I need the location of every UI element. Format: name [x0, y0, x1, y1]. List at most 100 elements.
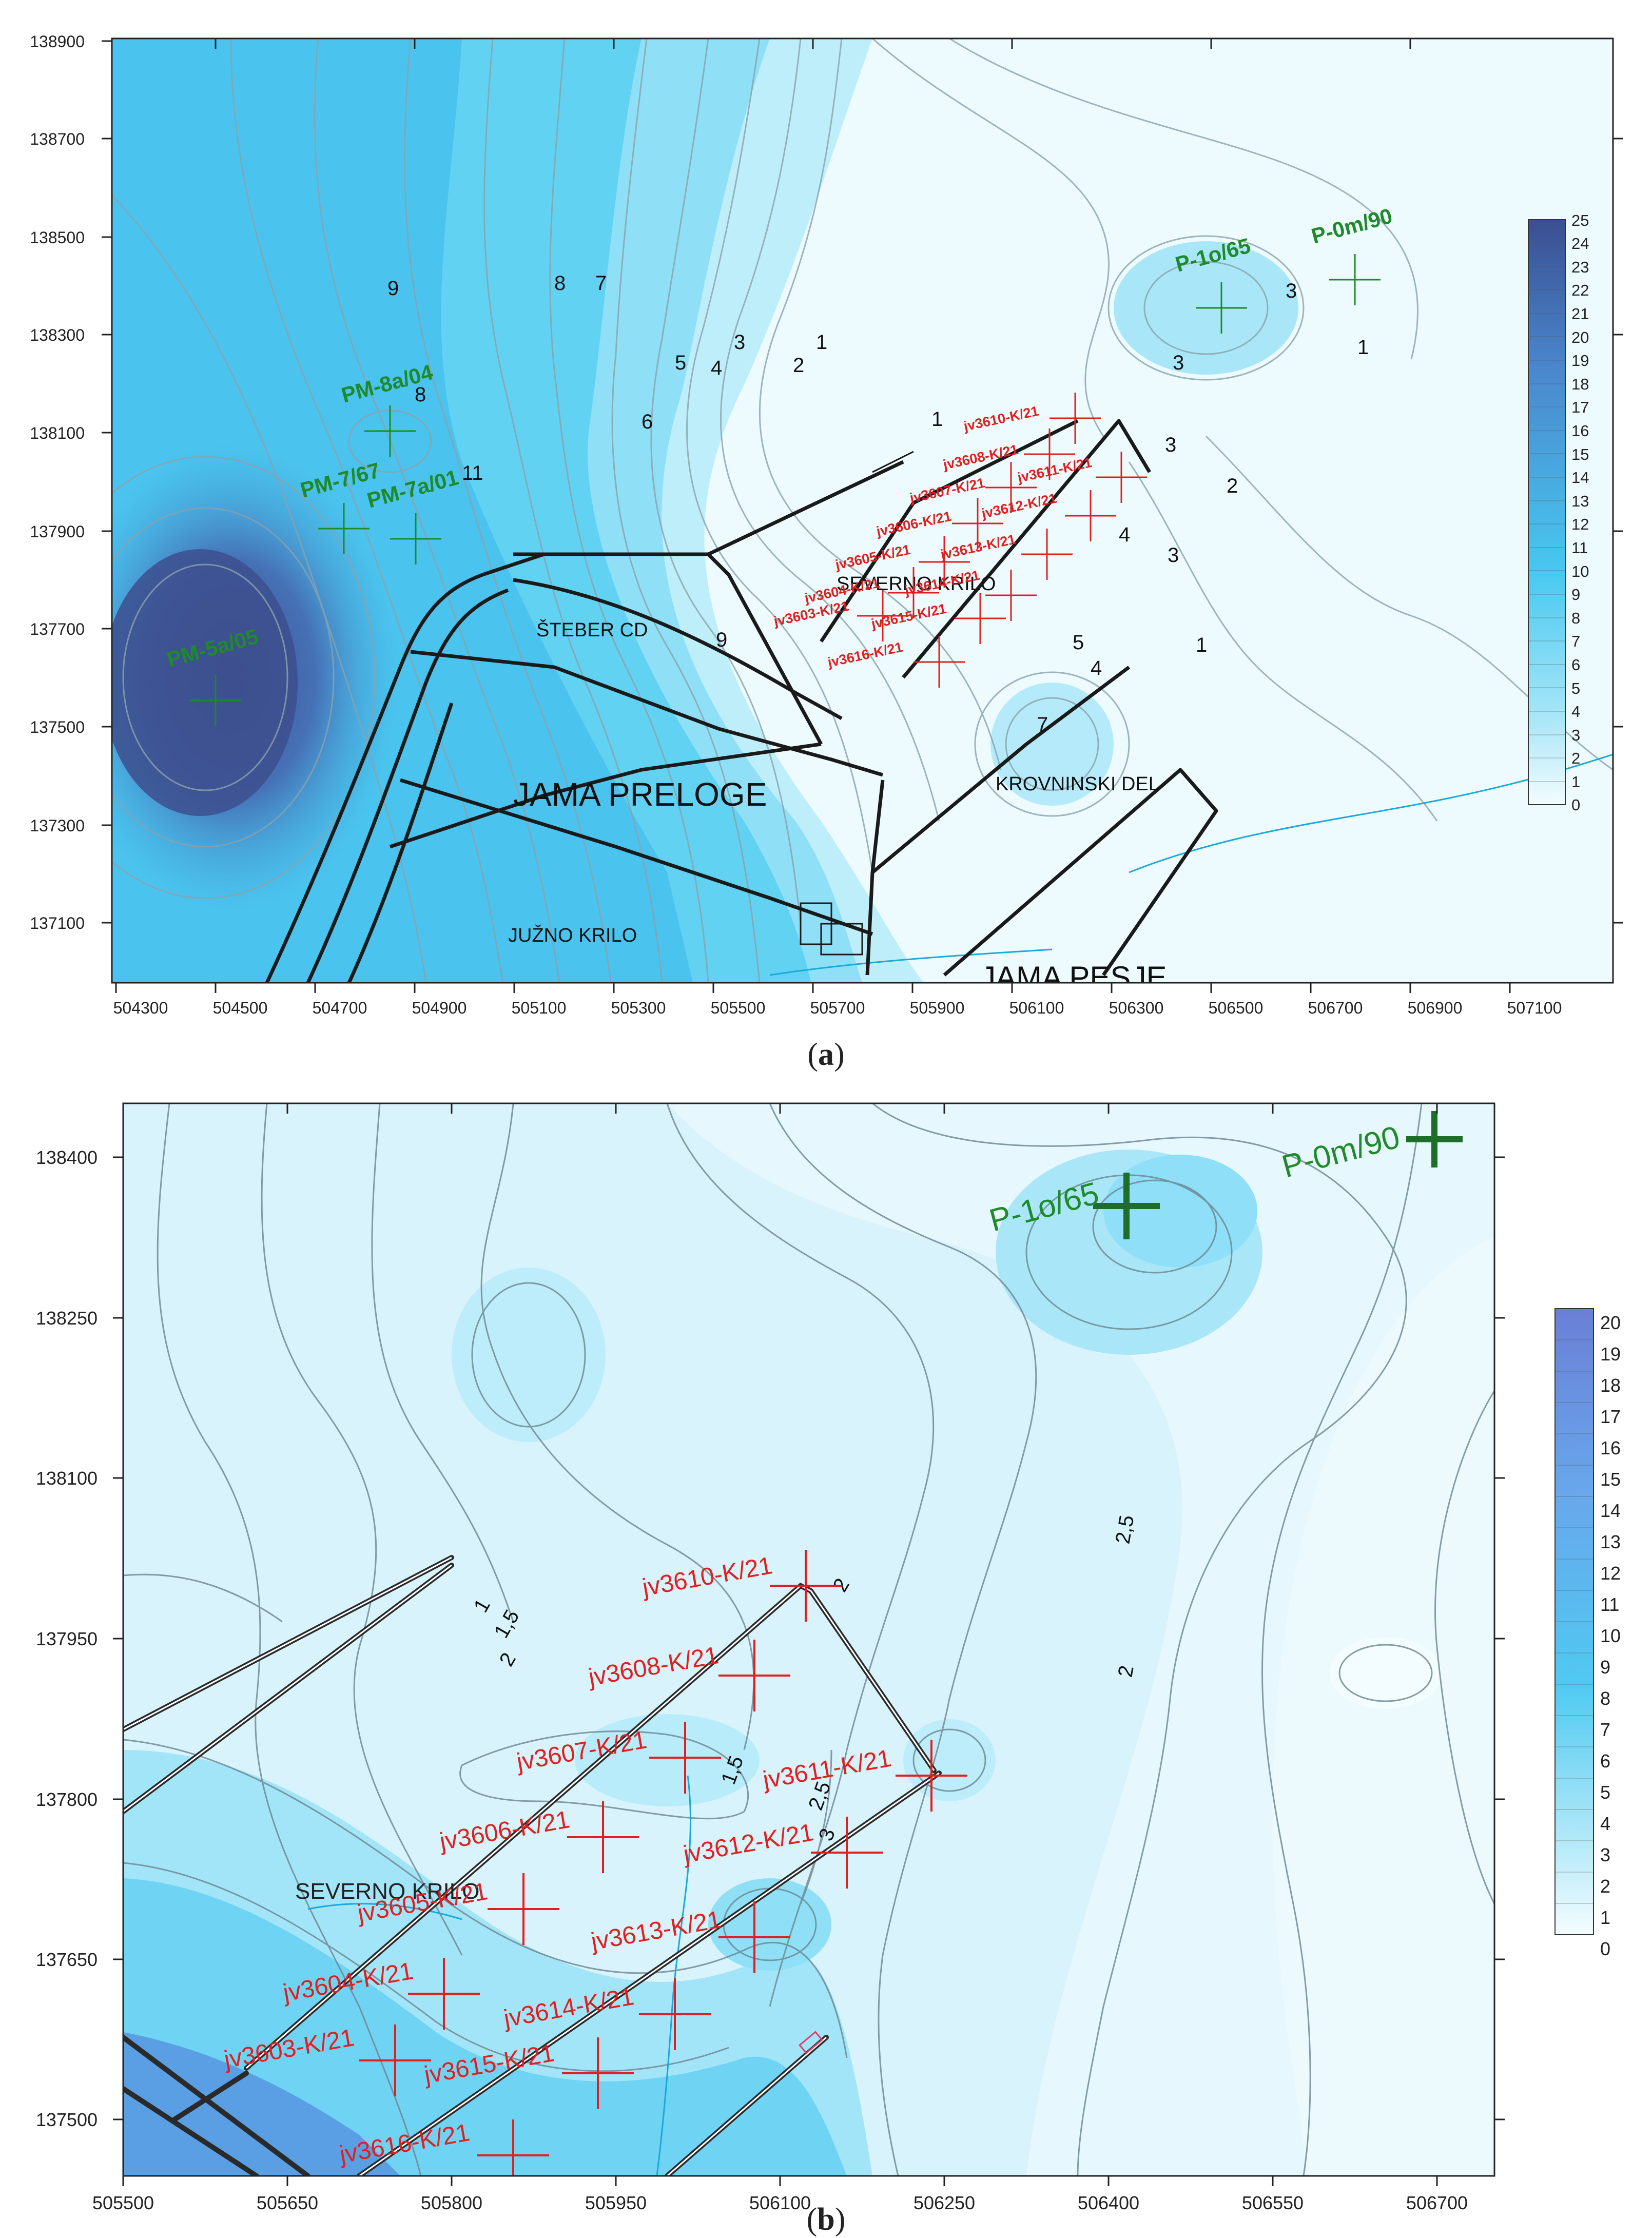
contour-labels-a: 9 8 7 3 1 5 4 2 6 8 11 1 3 3 1 2 3 4 3 1… — [387, 272, 1369, 736]
x-tick-label: 505500 — [92, 2192, 154, 2213]
x-tick-label: 506700 — [1406, 2192, 1468, 2213]
x-tick-label: 505100 — [512, 999, 567, 1017]
contour-label: 7 — [1037, 713, 1048, 736]
legend-label: 14 — [1600, 1500, 1621, 1521]
x-tick-label: 504300 — [113, 999, 168, 1017]
map-area-b: 1 1,5 2 2 2,5 2 1,5 2,5 3 SEVERNO KRILO … — [123, 1103, 1494, 2176]
y-tick-label: 138300 — [30, 326, 85, 344]
y-tick-label: 138700 — [30, 130, 85, 148]
contour-label: 3 — [1165, 434, 1176, 456]
borehole-marker — [770, 1550, 842, 1622]
contour-label: 7 — [595, 272, 607, 295]
color-legend-b: 20 19 18 17 16 15 14 13 12 11 10 9 8 7 6… — [1554, 1308, 1621, 1959]
contour-label: 1 — [1357, 336, 1369, 359]
borehole-marker — [718, 1640, 790, 1711]
area-label-severno-krilo: SEVERNO KRILO — [837, 573, 996, 595]
borehole-marker — [811, 1817, 883, 1889]
legend-label: 4 — [1571, 703, 1580, 721]
contour-label: 2,5 — [1112, 1513, 1139, 1545]
y-tick-label: 138250 — [36, 1308, 98, 1329]
y-axis-a: 138900 138700 138500 138300 138100 13790… — [30, 32, 1623, 932]
legend-label: 19 — [1600, 1344, 1621, 1365]
mine-tunnels-a — [265, 419, 1218, 983]
plot-frame-b — [122, 1102, 1495, 2177]
contour-label: 4 — [711, 357, 722, 379]
contour-label: 4 — [1119, 523, 1130, 546]
legend-label: 12 — [1571, 515, 1589, 533]
borehole-marker — [488, 1873, 559, 1945]
x-tick-label: 506900 — [1408, 999, 1463, 1017]
x-tick-label: 507100 — [1507, 999, 1562, 1017]
caption-a: (a) — [807, 1037, 845, 1072]
legend-label: 25 — [1571, 211, 1589, 229]
wells-a — [190, 254, 1381, 726]
well-marker — [364, 405, 416, 457]
borehole-marker — [952, 498, 1003, 549]
borehole-marker — [562, 2037, 634, 2109]
borehole-marker — [955, 593, 1006, 644]
legend-label: 16 — [1600, 1437, 1621, 1458]
contour-label: 5 — [675, 352, 686, 374]
legend-label: 18 — [1571, 375, 1589, 393]
legend-label: 7 — [1571, 632, 1580, 650]
borehole-marker — [477, 2119, 549, 2176]
contour-label: 3 — [1173, 352, 1184, 374]
legend-label: 13 — [1600, 1531, 1621, 1552]
x-tick-label: 504700 — [313, 999, 367, 1017]
map-area-a: 9 8 7 3 1 5 4 2 6 8 11 1 3 3 1 2 3 4 3 1… — [112, 38, 1613, 983]
legend-label: 2 — [1600, 1876, 1610, 1897]
x-tick-label: 505950 — [585, 2192, 647, 2213]
well-marker — [1406, 1111, 1463, 1167]
x-tick-label: 505650 — [257, 2192, 318, 2213]
legend-label: 19 — [1571, 352, 1589, 369]
borehole-marker — [567, 1801, 639, 1873]
y-tick-label: 137500 — [30, 718, 85, 736]
borehole-marker — [919, 536, 970, 588]
well-marker — [1196, 282, 1247, 334]
x-tick-label: 505800 — [421, 2192, 482, 2213]
x-tick-label: 506550 — [1242, 2192, 1304, 2213]
y-tick-label: 138100 — [30, 424, 85, 442]
x-tick-label: 506300 — [1109, 999, 1164, 1017]
legend-label: 11 — [1571, 539, 1588, 557]
x-tick-label: 506250 — [914, 2192, 975, 2213]
legend-label: 22 — [1571, 281, 1589, 299]
legend-label: 9 — [1571, 586, 1580, 604]
borehole-marker — [1065, 490, 1116, 541]
borehole-marker — [1021, 529, 1073, 580]
area-label-steber-cd: ŠTEBER CD — [536, 618, 648, 641]
contour-label: 3 — [1168, 544, 1179, 567]
contour-label: 4 — [1091, 657, 1102, 679]
well-marker — [1093, 1173, 1160, 1239]
area-label-juzno-krilo: JUŽNO KRILO — [508, 924, 637, 946]
contour-label: 8 — [554, 272, 566, 295]
contour-label: 9 — [387, 277, 399, 300]
legend-label: 0 — [1600, 1938, 1610, 1959]
x-axis-b: 505500 505650 505800 505950 506100 50625… — [92, 1103, 1468, 2213]
borehole-marker — [649, 1722, 721, 1794]
legend-label: 4 — [1600, 1813, 1610, 1834]
y-tick-label: 138500 — [30, 228, 85, 247]
x-tick-label: 506100 — [749, 2192, 811, 2213]
area-label-severno-krilo: SEVERNO KRILO — [295, 1879, 479, 1904]
wells-b — [1093, 1111, 1463, 1239]
legend-label: 18 — [1600, 1375, 1621, 1396]
x-tick-label: 504500 — [213, 999, 268, 1017]
legend-label: 11 — [1600, 1594, 1619, 1615]
legend-label: 17 — [1571, 398, 1589, 416]
contour-label: 8 — [415, 383, 426, 406]
contour-label: 2 — [1227, 475, 1238, 497]
y-tick-label: 137100 — [30, 914, 85, 932]
legend-label: 10 — [1600, 1625, 1621, 1646]
mine-structure — [799, 2031, 823, 2054]
well-marker — [318, 503, 370, 554]
legend-label: 6 — [1600, 1750, 1610, 1772]
caption-b: (b) — [806, 2202, 846, 2237]
legend-label: 14 — [1571, 469, 1589, 486]
legend-label: 10 — [1571, 562, 1589, 580]
legend-label: 20 — [1600, 1312, 1621, 1333]
y-tick-label: 137950 — [36, 1628, 98, 1649]
area-label-krovninski-del: KROVNINSKI DEL — [996, 773, 1159, 795]
well-marker — [390, 513, 441, 565]
contour-label: 11 — [462, 462, 483, 484]
